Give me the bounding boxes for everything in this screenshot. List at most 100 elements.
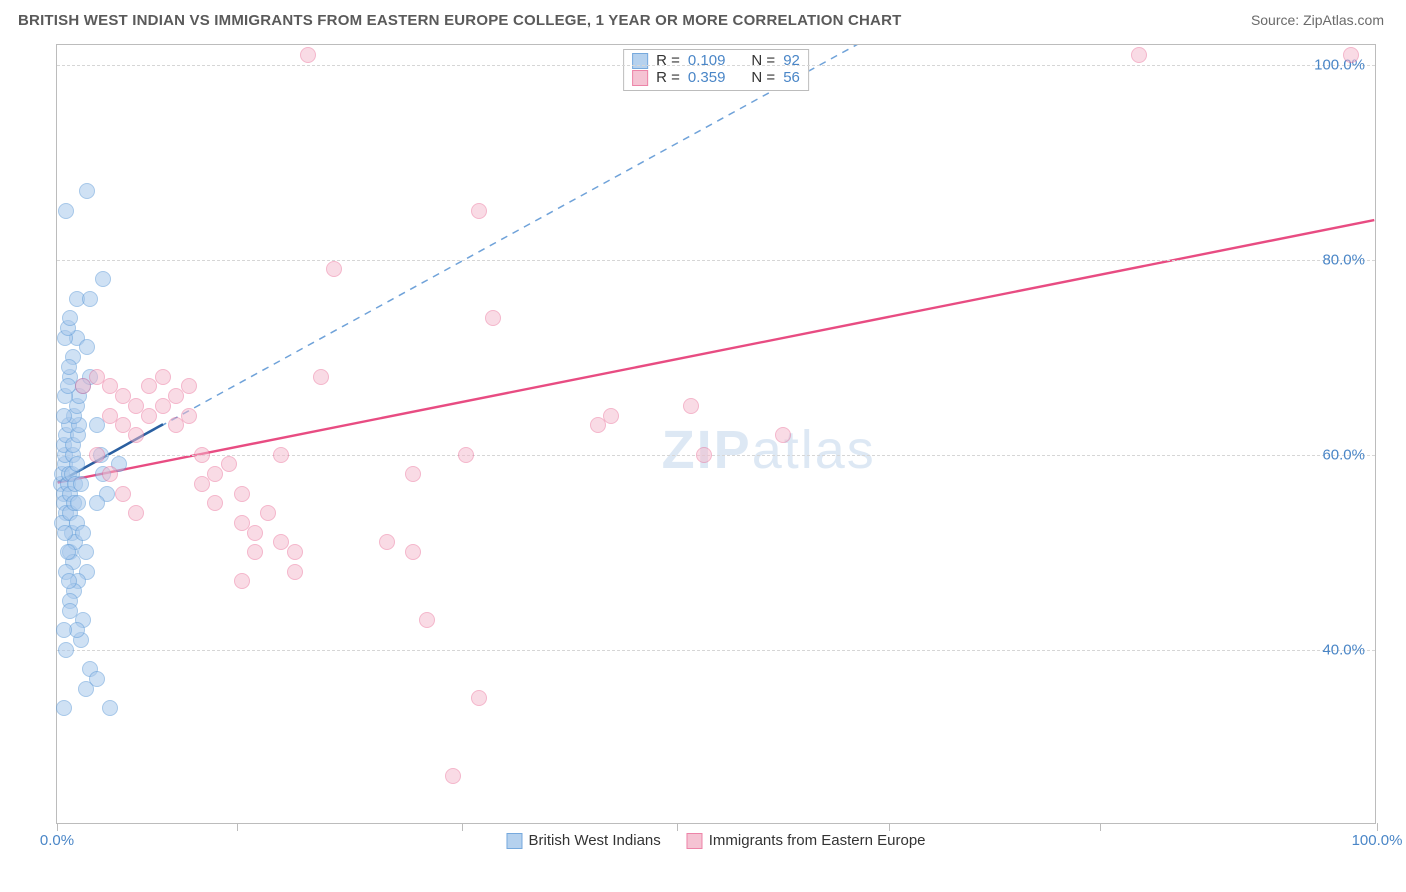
scatter-point-ee [1131, 47, 1147, 63]
swatch-ee [632, 70, 648, 86]
watermark: ZIPatlas [662, 419, 876, 481]
scatter-point-bwi [70, 495, 86, 511]
swatch-ee [687, 833, 703, 849]
n-value-ee: 56 [783, 69, 800, 86]
scatter-point-ee [379, 534, 395, 550]
scatter-point-bwi [61, 359, 77, 375]
series-label-bwi: British West Indians [528, 832, 660, 849]
n-label: N = [751, 52, 775, 69]
gridline [57, 455, 1375, 456]
x-tick [677, 823, 678, 831]
legend-item-ee: Immigrants from Eastern Europe [687, 832, 926, 849]
gridline [57, 65, 1375, 66]
scatter-point-ee [471, 690, 487, 706]
scatter-point-bwi [69, 456, 85, 472]
scatter-point-bwi [79, 339, 95, 355]
scatter-point-ee [1343, 47, 1359, 63]
n-value-bwi: 92 [783, 52, 800, 69]
scatter-point-ee [775, 427, 791, 443]
swatch-bwi [506, 833, 522, 849]
scatter-point-ee [234, 573, 250, 589]
scatter-point-bwi [89, 495, 105, 511]
scatter-point-ee [300, 47, 316, 63]
x-tick [889, 823, 890, 831]
gridline [57, 650, 1375, 651]
scatter-point-ee [603, 408, 619, 424]
scatter-point-ee [405, 466, 421, 482]
trend-overlay [57, 45, 1375, 823]
scatter-point-ee [102, 466, 118, 482]
scatter-point-bwi [78, 544, 94, 560]
chart-container: College, 1 year or more ZIPatlas R = 0.1… [18, 44, 1388, 864]
scatter-point-ee [247, 525, 263, 541]
scatter-point-bwi [60, 378, 76, 394]
legend-item-bwi: British West Indians [506, 832, 660, 849]
scatter-point-ee [247, 544, 263, 560]
scatter-point-ee [485, 310, 501, 326]
legend-stats-row-ee: R = 0.359 N = 56 [632, 69, 800, 86]
y-tick-label: 60.0% [1322, 446, 1365, 463]
legend-stats: R = 0.109 N = 92 R = 0.359 N = 56 [623, 49, 809, 91]
scatter-point-bwi [79, 183, 95, 199]
plot-area: ZIPatlas R = 0.109 N = 92 R = 0.359 N = … [56, 44, 1376, 824]
x-tick-label: 100.0% [1352, 832, 1403, 849]
scatter-point-ee [313, 369, 329, 385]
scatter-point-ee [458, 447, 474, 463]
scatter-point-ee [234, 486, 250, 502]
scatter-point-bwi [82, 291, 98, 307]
scatter-point-bwi [102, 700, 118, 716]
scatter-point-ee [471, 203, 487, 219]
scatter-point-bwi [61, 573, 77, 589]
scatter-point-bwi [95, 271, 111, 287]
scatter-point-bwi [56, 700, 72, 716]
scatter-point-ee [326, 261, 342, 277]
watermark-atlas: atlas [752, 420, 876, 480]
scatter-point-ee [115, 486, 131, 502]
scatter-point-ee [273, 447, 289, 463]
r-value-ee: 0.359 [688, 69, 726, 86]
r-label: R = [656, 69, 680, 86]
x-tick [237, 823, 238, 831]
y-tick-label: 80.0% [1322, 251, 1365, 268]
swatch-bwi [632, 53, 648, 69]
legend-series: British West Indians Immigrants from Eas… [506, 832, 925, 849]
scatter-point-ee [155, 369, 171, 385]
x-tick [1377, 823, 1378, 831]
scatter-point-ee [405, 544, 421, 560]
scatter-point-ee [683, 398, 699, 414]
source-label: Source: ZipAtlas.com [1251, 12, 1384, 28]
scatter-point-ee [419, 612, 435, 628]
scatter-point-ee [445, 768, 461, 784]
chart-title: BRITISH WEST INDIAN VS IMMIGRANTS FROM E… [18, 12, 901, 29]
scatter-point-bwi [56, 408, 72, 424]
series-label-ee: Immigrants from Eastern Europe [709, 832, 926, 849]
scatter-point-ee [221, 456, 237, 472]
n-label: N = [751, 69, 775, 86]
scatter-point-bwi [73, 476, 89, 492]
scatter-point-ee [181, 408, 197, 424]
scatter-point-bwi [62, 310, 78, 326]
r-label: R = [656, 52, 680, 69]
legend-stats-row-bwi: R = 0.109 N = 92 [632, 52, 800, 69]
x-tick [1100, 823, 1101, 831]
scatter-point-bwi [60, 544, 76, 560]
scatter-point-bwi [75, 525, 91, 541]
scatter-point-ee [260, 505, 276, 521]
scatter-point-bwi [57, 525, 73, 541]
scatter-point-bwi [58, 203, 74, 219]
scatter-point-ee [194, 447, 210, 463]
x-tick-label: 0.0% [40, 832, 74, 849]
y-tick-label: 40.0% [1322, 641, 1365, 658]
x-tick [462, 823, 463, 831]
scatter-point-ee [696, 447, 712, 463]
scatter-point-bwi [58, 642, 74, 658]
x-tick [57, 823, 58, 831]
scatter-point-bwi [89, 671, 105, 687]
r-value-bwi: 0.109 [688, 52, 726, 69]
scatter-point-ee [128, 427, 144, 443]
scatter-point-bwi [56, 622, 72, 638]
scatter-point-ee [128, 505, 144, 521]
scatter-point-ee [287, 564, 303, 580]
gridline [57, 260, 1375, 261]
scatter-point-ee [287, 544, 303, 560]
